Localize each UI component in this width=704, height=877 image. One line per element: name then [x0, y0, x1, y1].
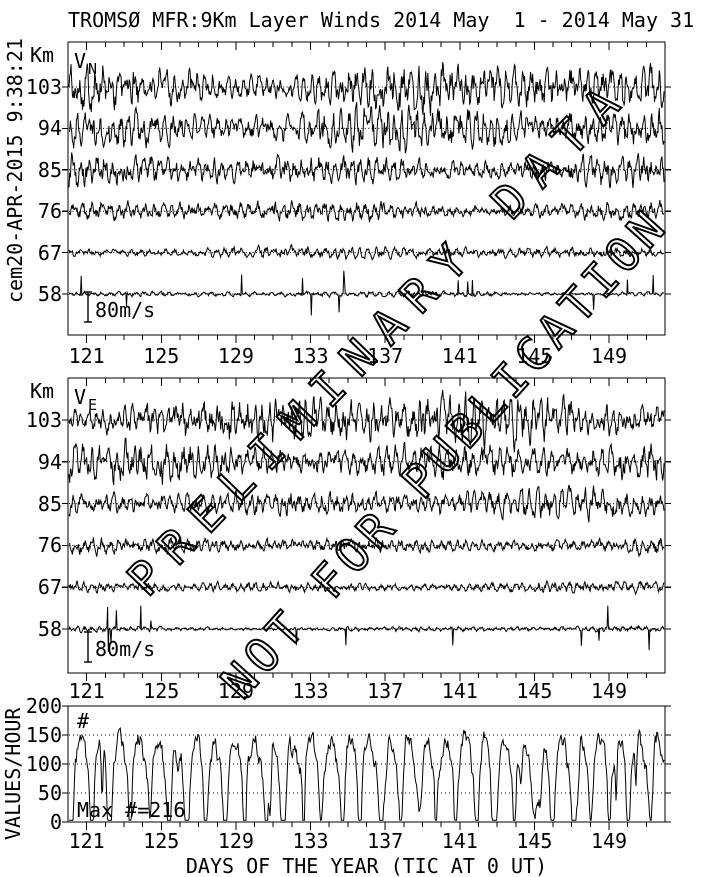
axis-tick-label: 100 — [25, 752, 62, 776]
axis-tick-label: 76 — [37, 533, 62, 558]
chart-title: TROMSØ MFR:9Km Layer Winds 2014 May 1 - … — [68, 8, 695, 32]
axis-tick-label: 200 — [25, 694, 62, 718]
axis-tick-label: 137 — [367, 344, 404, 368]
axis-tick-label: 85 — [37, 491, 62, 516]
axis-tick-label: 103 — [25, 75, 62, 99]
counts-symbol-label: # — [77, 709, 90, 733]
axis-tick-label: 149 — [590, 679, 628, 703]
axis-tick-label: 76 — [37, 199, 62, 224]
axis-tick-label: 50 — [37, 781, 62, 805]
axis-tick-label: 85 — [37, 157, 62, 182]
x-axis-title: DAYS OF THE YEAR (TIC AT 0 UT) — [185, 854, 548, 877]
panel-label-ve: V — [74, 385, 87, 409]
axis-tick-label: 125 — [143, 344, 180, 368]
counts-y-axis-title: VALUES/HOUR — [1, 707, 25, 840]
scale-bar-label-vn: 80m/s — [95, 298, 156, 322]
axis-tick-label: 125 — [143, 829, 180, 853]
axis-tick-label: 0 — [49, 810, 62, 834]
panel-label-ve-sub: E — [88, 396, 98, 414]
axis-tick-label: 94 — [37, 116, 62, 141]
axis-tick-label: 67 — [37, 575, 62, 600]
counts-max-label: Max #=216 — [77, 798, 186, 822]
axis-tick-label: 67 — [37, 240, 62, 265]
axis-tick-label: 129 — [217, 679, 254, 703]
axis-tick-label: 137 — [367, 829, 404, 853]
axis-tick-label: 145 — [516, 829, 553, 853]
axis-tick-label: 58 — [37, 617, 62, 641]
axis-tick-label: 145 — [516, 679, 553, 703]
axis-tick-label: 137 — [367, 679, 404, 703]
axis-tick-label: 141 — [441, 344, 478, 368]
axis-tick-label: 121 — [68, 344, 105, 368]
axis-tick-label: 121 — [68, 829, 105, 853]
axis-tick-label: 129 — [217, 829, 254, 853]
axis-tick-label: 141 — [441, 829, 478, 853]
axis-tick-label: 125 — [143, 679, 180, 703]
axis-tick-label: 94 — [37, 449, 62, 474]
y-unit-label-vn: Km — [30, 43, 55, 67]
axis-tick-label: 133 — [292, 679, 329, 703]
axis-tick-label: 58 — [37, 282, 62, 306]
panel-label-vn: V — [74, 49, 87, 73]
y-unit-label-ve: Km — [30, 379, 55, 403]
axis-tick-label: 103 — [25, 408, 62, 432]
axis-tick-label: 129 — [217, 344, 254, 368]
axis-tick-label: 121 — [68, 679, 105, 703]
axis-tick-label: 133 — [292, 344, 329, 368]
axis-tick-label: 150 — [25, 723, 62, 747]
axis-tick-label: 141 — [441, 679, 478, 703]
scale-bar-label-ve: 80m/s — [95, 637, 156, 661]
axis-tick-label: 149 — [590, 344, 628, 368]
panel-label-vn-sub: N — [88, 60, 98, 78]
axis-tick-label: 145 — [516, 344, 553, 368]
axis-tick-label: 133 — [292, 829, 329, 853]
axis-tick-label: 149 — [590, 829, 628, 853]
